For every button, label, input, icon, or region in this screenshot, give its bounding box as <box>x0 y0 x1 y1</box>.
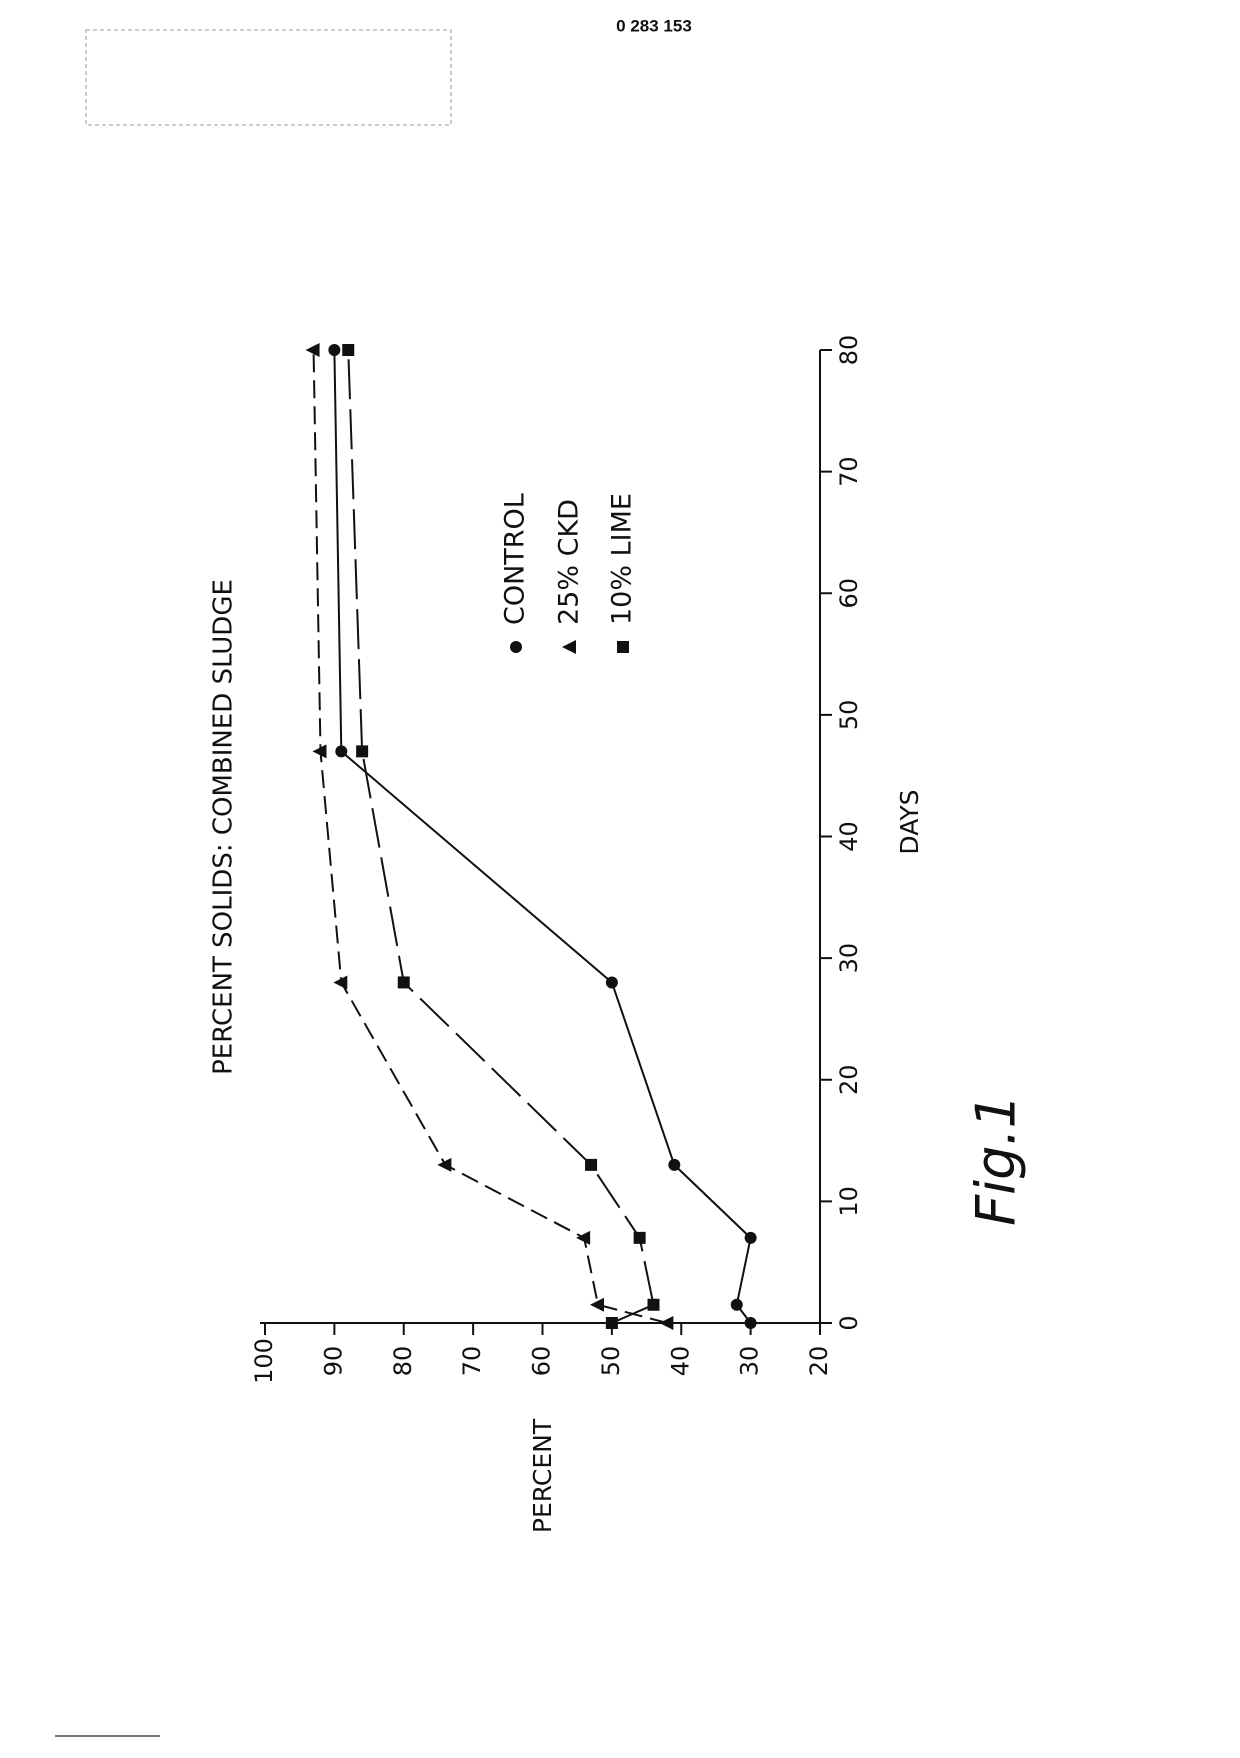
data-point <box>305 343 320 357</box>
x-tick-label: 50 <box>835 700 863 731</box>
x-tick-label: 60 <box>835 578 863 609</box>
legend-marker <box>510 641 522 653</box>
data-point <box>647 1298 660 1311</box>
data-point <box>668 1158 681 1171</box>
data-point <box>605 1317 618 1329</box>
data-point <box>744 1317 757 1329</box>
legend-label: 25% CKD <box>554 499 585 625</box>
data-point <box>590 1297 604 1312</box>
data-point <box>397 976 410 989</box>
legend-label: CONTROL <box>500 493 531 625</box>
x-tick-label: 0 <box>835 1315 863 1330</box>
x-tick-label: 30 <box>835 943 863 974</box>
x-tick-label: 40 <box>835 821 863 852</box>
stamp-box <box>85 29 452 126</box>
y-tick-label: 60 <box>528 1346 556 1377</box>
data-point <box>333 975 348 990</box>
data-point <box>335 745 348 758</box>
x-tick-label: 70 <box>835 456 863 487</box>
figure-label: Fig.1 <box>965 1094 1028 1226</box>
data-point <box>730 1298 743 1311</box>
x-tick-label: 80 <box>835 335 863 366</box>
y-axis-label: PERCENT <box>528 1418 557 1533</box>
x-tick-label: 20 <box>835 1064 863 1095</box>
data-point <box>576 1230 591 1245</box>
y-tick-label: 50 <box>597 1346 625 1377</box>
data-point <box>585 1158 598 1171</box>
data-point <box>356 745 369 758</box>
data-point <box>633 1231 646 1244</box>
data-point <box>437 1157 452 1172</box>
x-axis-label: DAYS <box>895 789 924 854</box>
patent-number: 0 283 153 <box>616 16 692 35</box>
x-tick-label: 10 <box>835 1186 863 1217</box>
chart-title: PERCENT SOLIDS: COMBINED SLUDGE <box>209 579 239 1075</box>
y-tick-label: 90 <box>319 1346 347 1377</box>
y-tick-label: 100 <box>250 1338 278 1384</box>
y-tick-label: 70 <box>458 1346 486 1377</box>
data-point <box>659 1316 674 1330</box>
data-point <box>342 344 355 356</box>
series-line <box>333 349 752 1324</box>
legend-marker <box>617 641 629 653</box>
data-point <box>312 744 327 759</box>
y-tick-label: 20 <box>805 1346 833 1377</box>
y-tick-label: 40 <box>666 1346 694 1377</box>
y-tick-label: 30 <box>736 1346 764 1377</box>
legend-label: 10% LIME <box>607 493 638 625</box>
data-point <box>744 1231 757 1244</box>
data-point <box>605 976 618 989</box>
y-tick-label: 80 <box>389 1346 417 1377</box>
legend-marker <box>562 640 576 654</box>
data-point <box>328 344 341 356</box>
